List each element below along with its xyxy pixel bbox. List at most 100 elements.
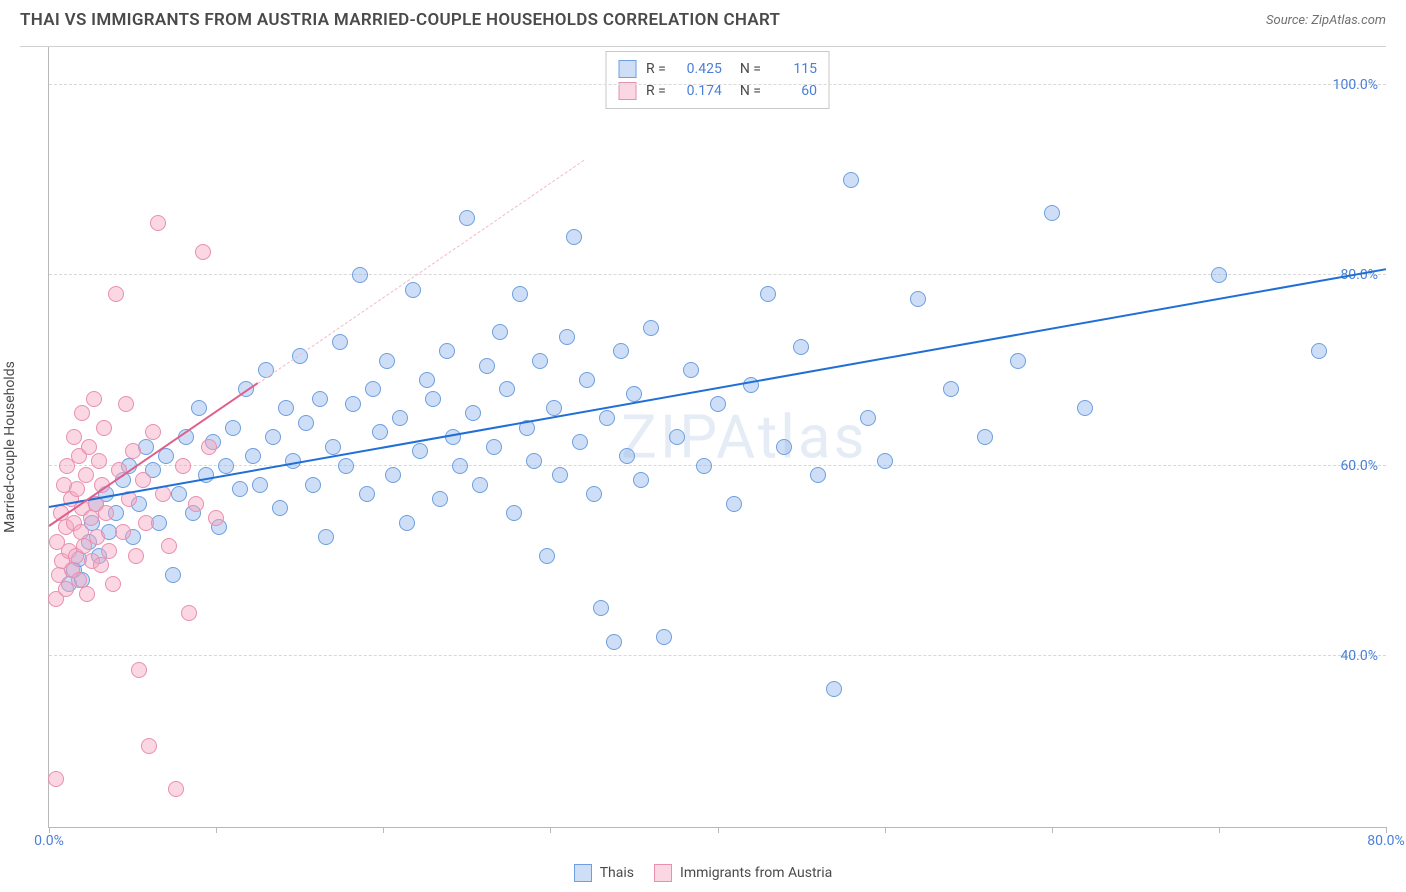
data-point-austria	[96, 420, 112, 436]
data-point-austria	[138, 515, 154, 531]
data-point-austria	[101, 543, 117, 559]
data-point-thais	[432, 491, 448, 507]
source-attribution: Source: ZipAtlas.com	[1266, 13, 1386, 28]
data-point-thais	[465, 405, 481, 421]
data-point-thais	[1010, 353, 1026, 369]
data-point-thais	[225, 420, 241, 436]
y-axis-label: Married-couple Households	[2, 361, 18, 533]
gridline-h	[49, 655, 1386, 656]
data-point-thais	[272, 500, 288, 516]
data-point-austria	[81, 439, 97, 455]
data-point-thais	[606, 634, 622, 650]
data-point-austria	[83, 510, 99, 526]
data-point-thais	[165, 567, 181, 583]
data-point-thais	[338, 458, 354, 474]
swatch-thais	[618, 60, 636, 78]
n-value: 60	[771, 83, 817, 99]
data-point-austria	[175, 458, 191, 474]
data-point-thais	[412, 443, 428, 459]
data-point-austria	[195, 244, 211, 260]
data-point-austria	[201, 439, 217, 455]
data-point-thais	[559, 329, 575, 345]
data-point-thais	[171, 486, 187, 502]
legend-item-austria: Immigrants from Austria	[654, 864, 832, 882]
data-point-austria	[66, 429, 82, 445]
r-value: 0.174	[676, 83, 722, 99]
data-point-thais	[305, 477, 321, 493]
data-point-thais	[318, 529, 334, 545]
data-point-thais	[379, 353, 395, 369]
data-point-thais	[760, 286, 776, 302]
data-point-austria	[128, 548, 144, 564]
data-point-thais	[710, 396, 726, 412]
data-point-thais	[726, 496, 742, 512]
data-point-thais	[218, 458, 234, 474]
swatch-austria	[654, 864, 672, 882]
data-point-thais	[405, 282, 421, 298]
data-point-thais	[419, 372, 435, 388]
data-point-thais	[499, 381, 515, 397]
n-value: 115	[771, 61, 817, 77]
data-point-austria	[141, 738, 157, 754]
x-tick	[1052, 827, 1053, 833]
x-tick	[1219, 827, 1220, 833]
data-point-austria	[78, 467, 94, 483]
data-point-thais	[345, 396, 361, 412]
data-point-thais	[439, 343, 455, 359]
data-point-thais	[877, 453, 893, 469]
stats-legend-box: R =0.425N =115R =0.174N =60	[605, 51, 830, 109]
gridline-h	[49, 84, 1386, 85]
data-point-thais	[352, 267, 368, 283]
data-point-thais	[486, 439, 502, 455]
data-point-thais	[492, 324, 508, 340]
data-point-thais	[572, 434, 588, 450]
legend-item-thais: Thais	[574, 864, 634, 882]
data-point-thais	[359, 486, 375, 502]
data-point-austria	[86, 391, 102, 407]
data-point-austria	[188, 496, 204, 512]
data-point-thais	[793, 339, 809, 355]
data-point-austria	[150, 215, 166, 231]
data-point-austria	[93, 557, 109, 573]
legend-label: Immigrants from Austria	[680, 865, 832, 881]
data-point-austria	[168, 781, 184, 797]
data-point-thais	[683, 362, 699, 378]
r-label: R =	[646, 61, 666, 77]
data-point-thais	[372, 424, 388, 440]
data-point-thais	[579, 372, 595, 388]
data-point-thais	[613, 343, 629, 359]
data-point-thais	[332, 334, 348, 350]
data-point-thais	[191, 400, 207, 416]
data-point-thais	[643, 320, 659, 336]
data-point-thais	[512, 286, 528, 302]
stats-row-thais: R =0.425N =115	[618, 58, 817, 80]
data-point-thais	[532, 353, 548, 369]
gridline-h	[49, 274, 1386, 275]
data-point-austria	[115, 524, 131, 540]
data-point-austria	[208, 510, 224, 526]
data-point-austria	[79, 586, 95, 602]
data-point-thais	[452, 458, 468, 474]
x-tick-label: 0.0%	[34, 833, 64, 849]
data-point-thais	[977, 429, 993, 445]
data-point-thais	[312, 391, 328, 407]
chart-container: Married-couple Households ZIPAtlas R =0.…	[20, 46, 1386, 846]
data-point-austria	[131, 662, 147, 678]
series-legend: Thais Immigrants from Austria	[0, 864, 1406, 882]
legend-label: Thais	[600, 865, 634, 881]
data-point-thais	[479, 358, 495, 374]
data-point-thais	[365, 381, 381, 397]
data-point-thais	[539, 548, 555, 564]
data-point-thais	[459, 210, 475, 226]
data-point-thais	[252, 477, 268, 493]
data-point-thais	[586, 486, 602, 502]
y-tick-label: 100.0%	[1333, 77, 1378, 93]
data-point-thais	[506, 505, 522, 521]
x-tick	[885, 827, 886, 833]
data-point-austria	[145, 424, 161, 440]
data-point-austria	[48, 771, 64, 787]
data-point-thais	[943, 381, 959, 397]
data-point-thais	[1077, 400, 1093, 416]
data-point-thais	[1044, 205, 1060, 221]
data-point-thais	[810, 467, 826, 483]
